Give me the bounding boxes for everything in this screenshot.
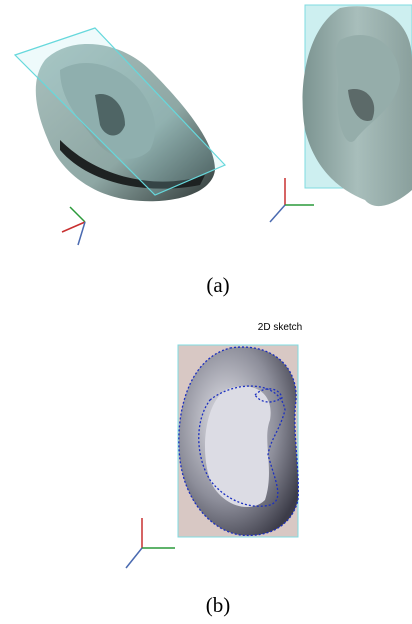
figure: (a) 2D sketch (b)	[0, 0, 412, 624]
panel-label: (b)	[206, 593, 231, 617]
axis-triad	[62, 207, 85, 245]
axis-triad	[126, 518, 175, 568]
sketch-label: 2D sketch	[258, 322, 302, 333]
ear-view-left	[15, 28, 225, 201]
panel-label: (a)	[206, 273, 229, 297]
ear-view-right	[303, 5, 412, 206]
ear-sketch	[178, 345, 298, 537]
